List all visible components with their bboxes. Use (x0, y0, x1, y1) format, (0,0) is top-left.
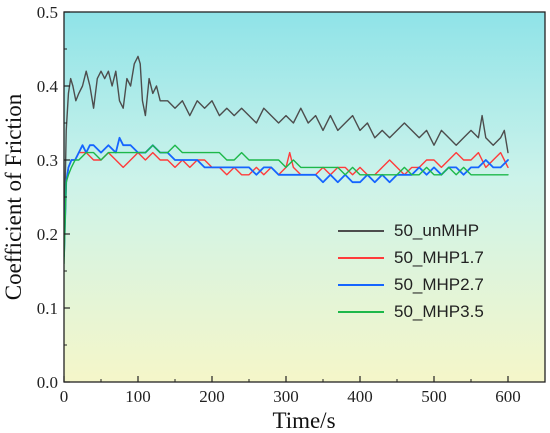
series-line-50_MHP2.7 (64, 136, 509, 258)
y-tick-label: 0.5 (37, 3, 58, 22)
x-tick-label: 0 (60, 387, 69, 406)
legend-label: 50_MHP2.7 (394, 275, 484, 294)
y-axis-title: Coefficient of Friction (1, 93, 26, 300)
y-tick-label: 0.1 (37, 299, 58, 318)
x-tick-label: 500 (421, 387, 447, 406)
x-tick-label: 300 (273, 387, 299, 406)
x-axis-title: Time/s (272, 408, 335, 433)
legend-label: 50_MHP3.5 (394, 302, 484, 321)
legend-label: 50_MHP1.7 (394, 248, 484, 267)
y-tick-label: 0.2 (37, 225, 58, 244)
series-layer (64, 55, 509, 265)
series-line-50_MHP1.7 (64, 151, 509, 250)
plot-background (64, 12, 545, 382)
series-line-50_unMHP (64, 55, 509, 250)
y-tick-label: 0.3 (37, 151, 58, 170)
x-tick-label: 600 (495, 387, 521, 406)
x-tick-label: 200 (199, 387, 225, 406)
legend: 50_unMHP 50_MHP1.7 50_MHP2.7 50_MHP3.5 (338, 221, 484, 321)
x-tick-label: 400 (347, 387, 373, 406)
series-line-50_MHP3.5 (64, 144, 509, 265)
y-axis-ticks: 0.0 0.1 0.2 0.3 0.4 0.5 (37, 3, 70, 392)
x-tick-label: 100 (125, 387, 151, 406)
legend-label: 50_unMHP (394, 221, 479, 240)
x-axis-ticks: 0 100 200 300 400 500 600 (60, 376, 521, 406)
y-tick-label: 0.0 (37, 373, 58, 392)
y-tick-label: 0.4 (37, 77, 59, 96)
